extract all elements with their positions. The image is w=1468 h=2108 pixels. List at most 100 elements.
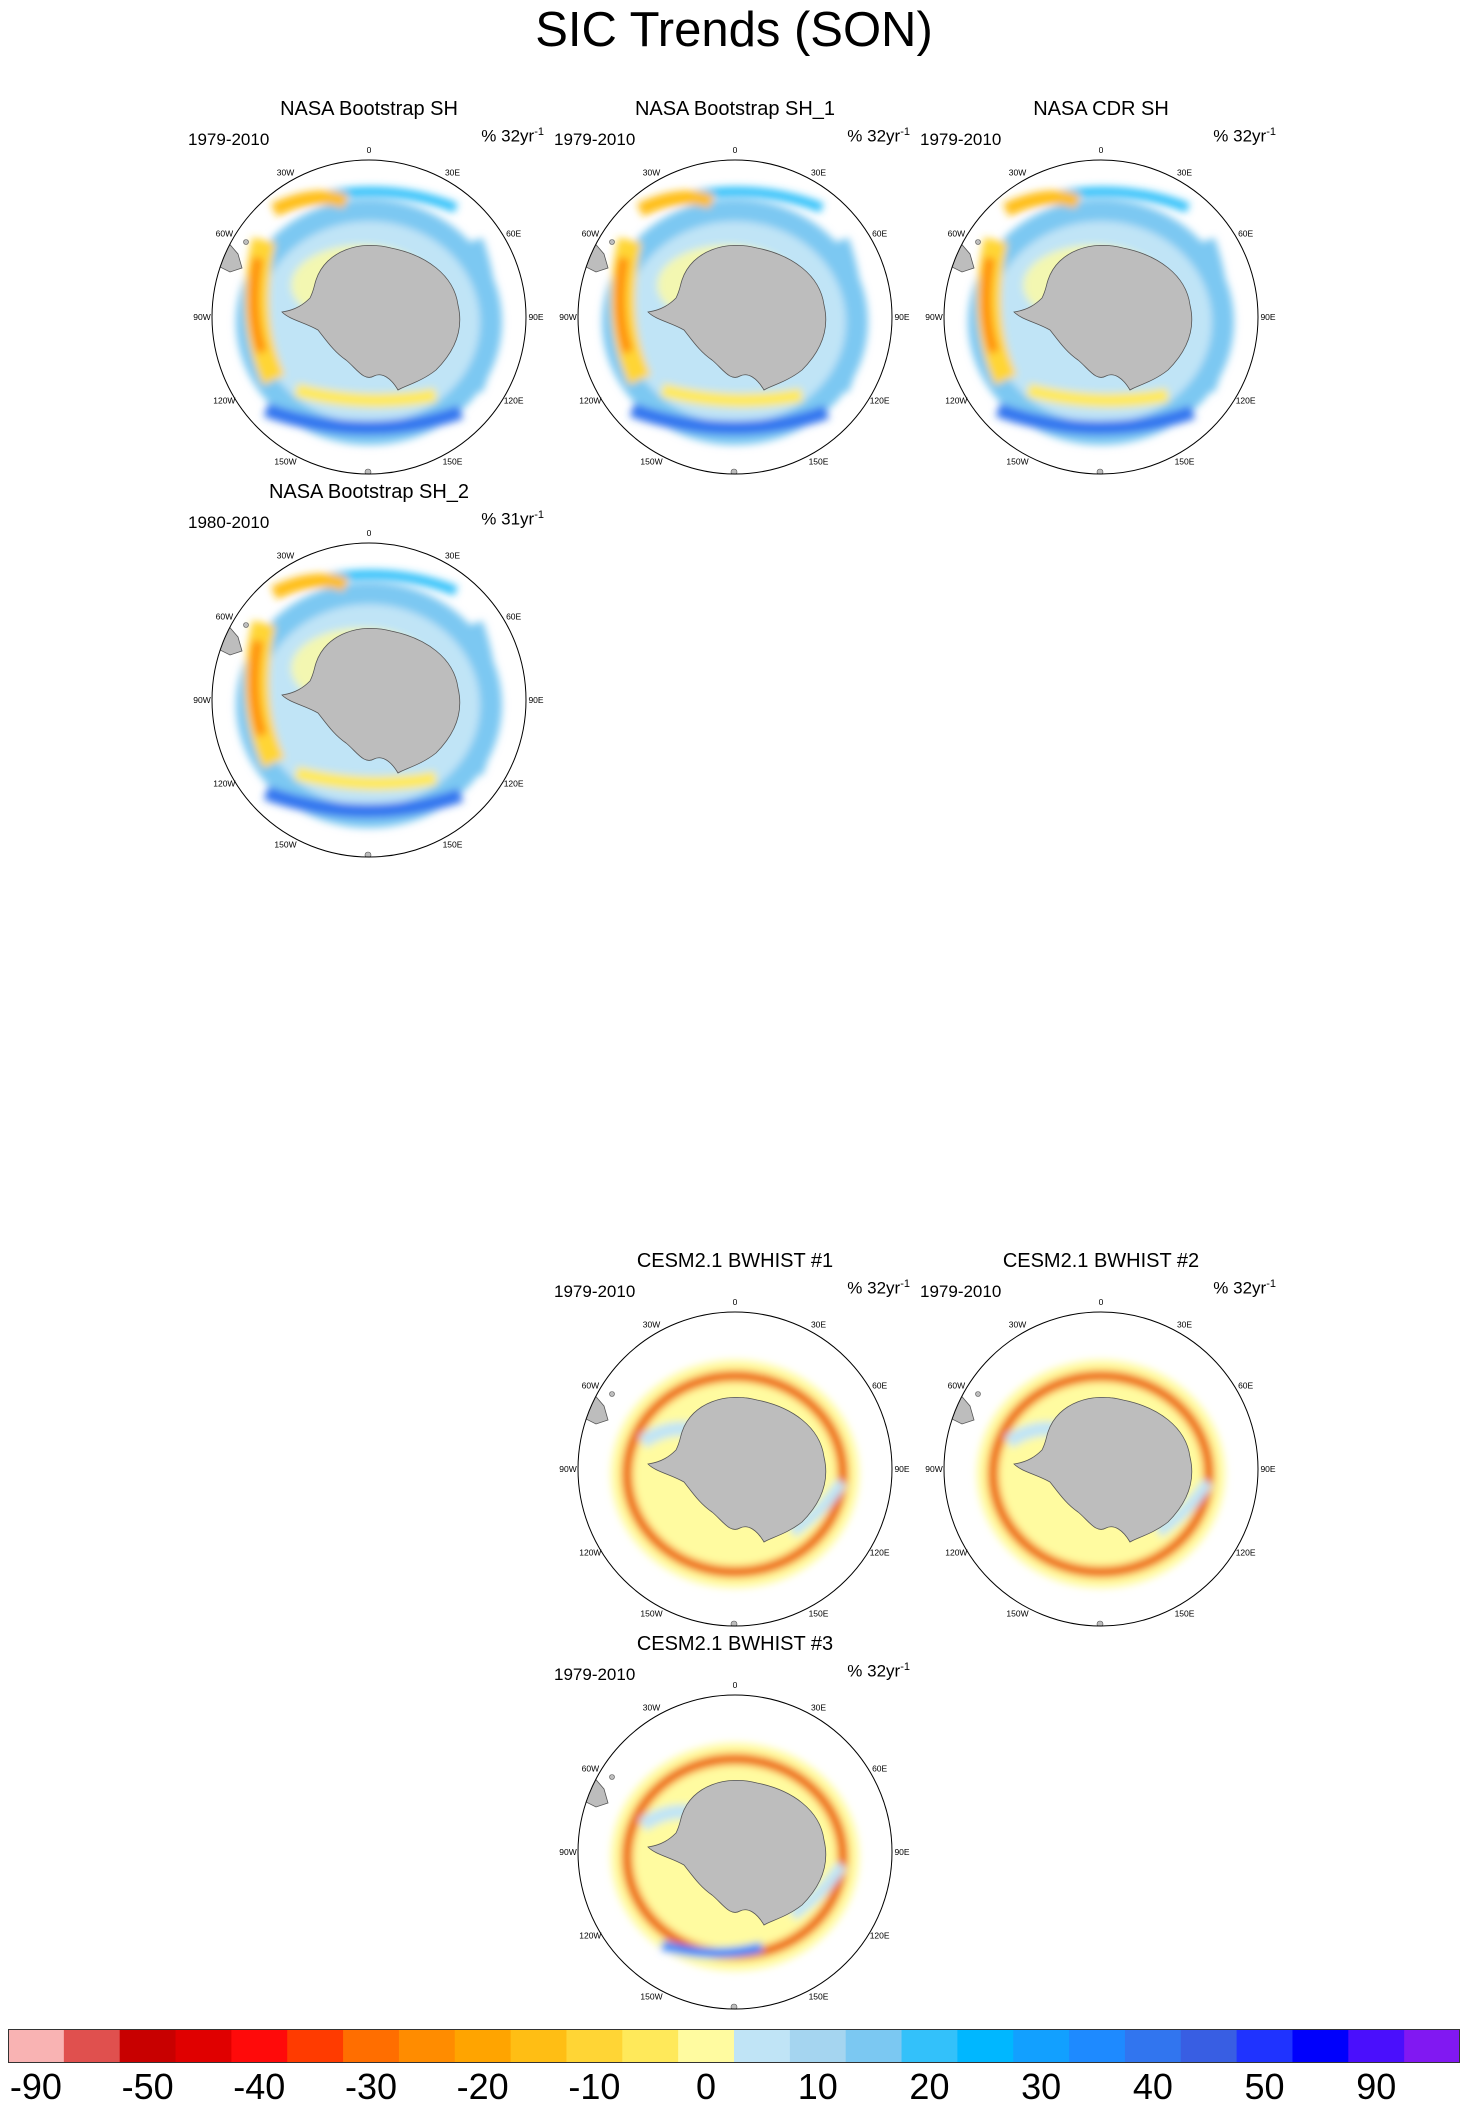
longitude-label: 120E [870,396,890,406]
longitude-label: 90E [894,312,909,322]
figure-title: SIC Trends (SON) [535,3,933,57]
longitude-label: 30E [811,1702,826,1712]
map-panel: 030E60E90E120E150E180150W120W90W60W30WNA… [552,90,918,475]
longitude-label: 120W [945,1548,967,1558]
longitude-label: 150E [1175,457,1195,467]
panel-years: 1979-2010 [188,130,270,149]
colorbar-tick-label: -20 [456,2066,509,2107]
longitude-label: 90W [559,1464,576,1474]
longitude-label: 60E [1238,1381,1253,1391]
longitude-label: 90E [528,695,543,705]
longitude-label: 150E [443,840,463,850]
longitude-label: 60E [872,1381,887,1391]
longitude-label: 0 [1099,1297,1104,1307]
colorbar-tick-label: 0 [696,2066,717,2107]
longitude-label: 150W [640,1992,662,2002]
panel-years: 1979-2010 [554,1665,636,1684]
longitude-label: 30E [811,1319,826,1329]
longitude-label: 150E [443,457,463,467]
panel-units: % 32yr-1 [847,1278,910,1298]
colorbar-swatch [622,2029,679,2063]
panel-title: CESM2.1 BWHIST #3 [636,1633,834,1655]
colorbar-swatch [1124,2029,1182,2063]
colorbar-swatch [510,2029,567,2063]
longitude-label: 150E [809,1992,829,2002]
colorbar-swatch [398,2029,456,2063]
longitude-label: 0 [367,528,372,538]
panel-title: NASA Bootstrap SH_1 [634,98,836,120]
panel-years: 1979-2010 [920,1282,1002,1301]
panel-years: 1979-2010 [920,130,1002,149]
map-panel: 030E60E90E120E150E180150W120W90W60W30WNA… [186,90,552,475]
colorbar-swatch [1180,2029,1238,2063]
colorbar-swatch [287,2029,344,2063]
colorbar-swatch [789,2029,847,2063]
longitude-label: 120E [1236,1548,1256,1558]
colorbar-swatch [1236,2029,1293,2063]
colorbar-swatch [678,2029,735,2063]
panel-title: NASA Bootstrap SH [280,98,458,120]
longitude-label: 30W [643,1702,660,1712]
colorbar-swatch [454,2029,512,2063]
longitude-label: 90E [1260,1464,1275,1474]
longitude-label: 120W [213,779,235,789]
longitude-label: 120E [870,1548,890,1558]
longitude-label: 120W [945,396,967,406]
longitude-label: 90W [559,312,576,322]
longitude-label: 30E [1177,167,1192,177]
longitude-label: 30W [1009,1319,1026,1329]
colorbar-swatch [8,2029,65,2063]
longitude-label: 60W [582,1381,599,1391]
polar-map: 030E60E90E120E150E180150W120W90W60W30W [559,1297,910,1627]
longitude-label: 30E [1177,1319,1192,1329]
longitude-label: 120W [579,1548,601,1558]
colorbar-swatch [1069,2029,1126,2063]
polar-map: 030E60E90E120E150E180150W120W90W60W30W [925,1297,1276,1627]
longitude-label: 120W [579,396,601,406]
longitude-label: 30E [811,167,826,177]
panel-title: NASA CDR SH [1033,98,1169,120]
longitude-label: 0 [733,1297,738,1307]
longitude-label: 120E [504,396,524,406]
colorbar-tick-label: -30 [344,2066,398,2107]
colorbar-tick-label: -10 [568,2066,621,2107]
longitude-label: 30E [445,550,460,560]
colorbar-tick-label: -50 [121,2066,174,2107]
colorbar-tick-label: 20 [909,2066,950,2107]
panel-units: % 32yr-1 [481,126,544,146]
panel-title: CESM2.1 BWHIST #1 [636,1250,834,1272]
longitude-label: 90W [193,695,210,705]
colorbar-swatch [1404,2029,1460,2063]
longitude-label: 90W [193,312,210,322]
longitude-label: 30W [1009,167,1026,177]
longitude-label: 90W [559,1847,576,1857]
map-panel: 030E60E90E120E150E180150W120W90W60W30WCE… [552,1625,918,2010]
colorbar-swatch [231,2029,288,2063]
longitude-label: 150W [1006,457,1028,467]
colorbar-swatch [901,2029,958,2063]
colorbar-tick-label: 10 [797,2066,838,2107]
longitude-label: 0 [1099,145,1104,155]
longitude-label: 60E [1238,229,1253,239]
longitude-label: 30E [445,167,460,177]
longitude-label: 30W [643,1319,660,1329]
map-panel: 030E60E90E120E150E180150W120W90W60W30WCE… [918,1242,1284,1627]
longitude-label: 90E [894,1464,909,1474]
longitude-label: 150W [640,457,662,467]
longitude-label: 120W [579,1931,601,1941]
colorbar-swatch [1348,2029,1405,2063]
panel-years: 1979-2010 [554,1282,636,1301]
panel-units: % 32yr-1 [847,126,910,146]
polar-map: 030E60E90E120E150E180150W120W90W60W30W [193,528,544,858]
colorbar [8,2029,1460,2063]
colorbar-swatch [957,2029,1014,2063]
panel-title: NASA Bootstrap SH_2 [268,481,470,503]
panel-years: 1979-2010 [554,130,636,149]
panel-years: 1980-2010 [188,513,270,532]
polar-map: 030E60E90E120E150E180150W120W90W60W30W [193,145,544,475]
panel-title: CESM2.1 BWHIST #2 [1002,1250,1200,1272]
polar-map: 030E60E90E120E150E180150W120W90W60W30W [559,1680,910,2010]
longitude-label: 0 [733,145,738,155]
longitude-label: 150E [1175,1609,1195,1619]
longitude-label: 90E [1260,312,1275,322]
